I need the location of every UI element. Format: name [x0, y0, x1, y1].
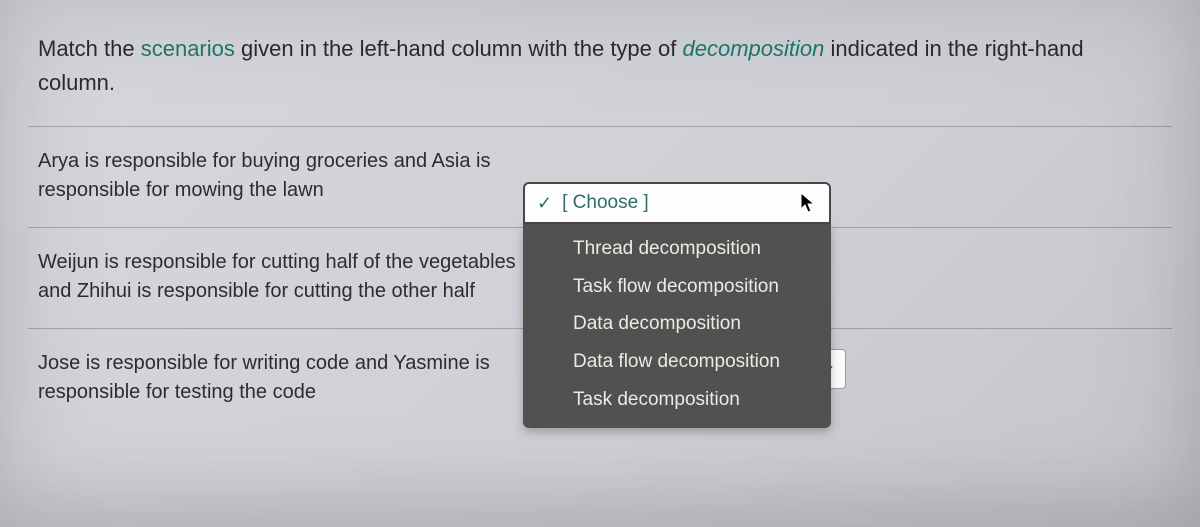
dropdown-list: Thread decomposition Task flow decomposi…	[523, 224, 831, 428]
dropdown-option[interactable]: Data decomposition	[523, 305, 831, 343]
cursor-icon	[799, 192, 817, 214]
dropdown-option[interactable]: Data flow decomposition	[523, 343, 831, 381]
keyword-decomposition: decomposition	[682, 36, 824, 61]
scenario-text: Weijun is responsible for cutting half o…	[38, 248, 546, 306]
dropdown-selected[interactable]: ✓ [ Choose ]	[523, 182, 831, 224]
dropdown-open: ✓ [ Choose ] Thread decomposition Task f…	[523, 182, 831, 428]
question-text: Match the scenarios given in the left-ha…	[0, 0, 1200, 100]
dropdown-option[interactable]: Task flow decomposition	[523, 268, 831, 306]
dropdown-selected-label: [ Choose ]	[562, 192, 649, 214]
dropdown-option[interactable]: Task decomposition	[523, 381, 831, 419]
dropdown-option[interactable]: Thread decomposition	[523, 230, 831, 268]
scenario-text: Arya is responsible for buying groceries…	[38, 147, 546, 205]
keyword-scenarios: scenarios	[141, 36, 235, 61]
question-part: given in the left-hand column with the t…	[235, 36, 683, 61]
check-icon: ✓	[537, 194, 552, 212]
scenario-text: Jose is responsible for writing code and…	[38, 349, 546, 407]
question-part: Match the	[38, 36, 141, 61]
